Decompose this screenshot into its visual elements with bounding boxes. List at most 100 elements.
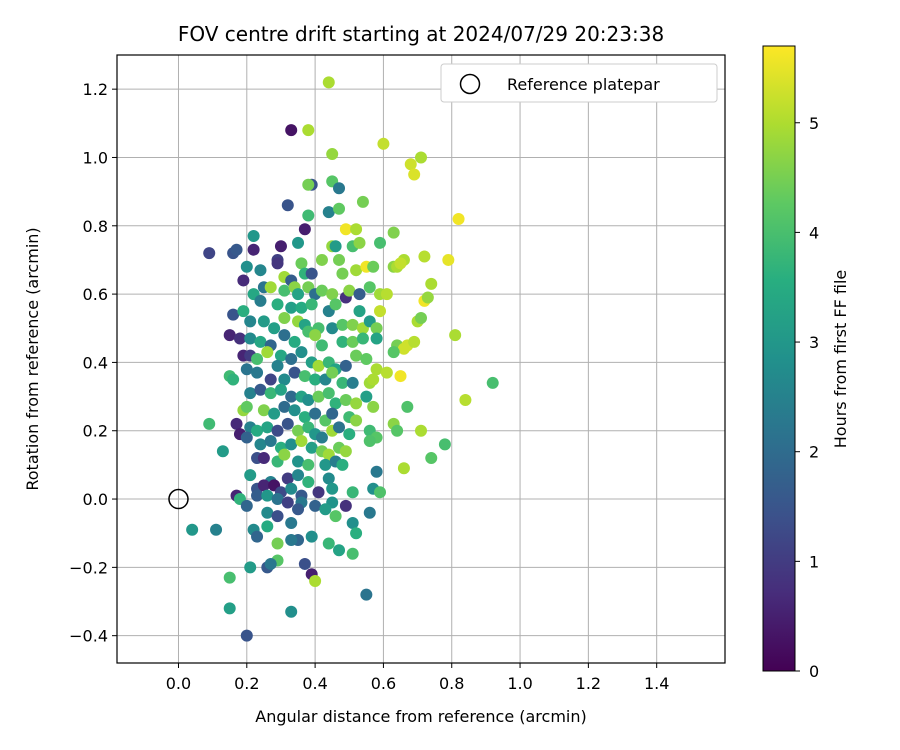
data-point xyxy=(292,503,305,516)
data-point xyxy=(415,151,427,164)
data-point xyxy=(285,124,298,137)
data-point xyxy=(486,376,499,389)
data-point xyxy=(322,206,335,219)
data-point xyxy=(380,288,393,301)
colorbar-tick-label: 3 xyxy=(809,333,819,352)
data-point xyxy=(271,510,284,523)
x-tick-label: 0.2 xyxy=(234,674,259,693)
y-tick-label: 0.6 xyxy=(83,285,108,304)
data-point xyxy=(404,158,417,171)
data-point xyxy=(394,370,407,383)
data-point xyxy=(459,393,472,406)
data-point xyxy=(360,390,373,403)
y-tick-label: 0.0 xyxy=(83,490,108,509)
data-point xyxy=(264,281,277,294)
data-point xyxy=(315,253,328,266)
data-point xyxy=(233,332,246,345)
data-point xyxy=(298,223,311,236)
data-point xyxy=(346,335,359,348)
data-point xyxy=(329,510,342,523)
y-axis-label: Rotation from reference (arcmin) xyxy=(23,227,42,490)
data-point xyxy=(339,499,352,512)
data-point xyxy=(295,434,308,447)
data-point xyxy=(329,397,342,410)
data-point xyxy=(257,404,270,417)
data-point xyxy=(264,557,277,570)
data-point xyxy=(387,226,400,239)
data-point xyxy=(223,602,236,615)
data-point xyxy=(227,308,240,321)
colorbar-tick-label: 5 xyxy=(809,114,819,133)
data-point xyxy=(244,561,257,574)
data-point xyxy=(353,236,366,249)
data-point xyxy=(292,455,305,468)
data-point xyxy=(203,417,216,430)
data-point xyxy=(322,387,335,400)
data-point xyxy=(278,400,291,413)
data-point xyxy=(374,236,387,249)
data-point xyxy=(281,199,294,212)
data-point xyxy=(333,253,346,266)
data-point xyxy=(336,318,349,331)
colorbar-tick-label: 1 xyxy=(809,552,819,571)
data-point xyxy=(333,421,346,434)
data-point xyxy=(346,486,359,499)
data-point xyxy=(326,322,339,335)
data-point xyxy=(339,359,352,372)
data-point xyxy=(261,506,274,519)
data-point xyxy=(309,499,322,512)
data-point xyxy=(271,359,284,372)
y-tick-label: 1.2 xyxy=(83,80,108,99)
data-point xyxy=(288,404,301,417)
data-point xyxy=(350,527,363,540)
data-point xyxy=(295,257,308,270)
data-point xyxy=(326,148,339,161)
colorbar: 0 1 2 3 4 5 Hours from first FF file xyxy=(762,45,850,681)
data-point xyxy=(380,366,393,379)
data-point xyxy=(292,424,305,437)
data-point xyxy=(370,322,383,335)
data-point xyxy=(278,373,291,386)
data-point xyxy=(408,335,421,348)
data-point xyxy=(370,363,383,376)
data-point xyxy=(336,458,349,471)
data-point xyxy=(285,353,298,365)
data-point xyxy=(350,349,363,362)
data-point xyxy=(374,305,387,318)
data-point xyxy=(244,469,257,482)
colorbar-tick-label: 4 xyxy=(809,223,819,242)
data-point xyxy=(452,212,465,225)
data-point xyxy=(302,458,315,471)
data-point xyxy=(315,339,328,352)
data-point xyxy=(271,298,284,311)
data-point xyxy=(244,315,257,328)
plot-frame xyxy=(116,54,726,664)
data-point xyxy=(322,472,335,485)
reference-platepar-marker xyxy=(168,488,189,510)
data-point xyxy=(438,438,451,451)
data-point xyxy=(312,486,325,499)
data-point xyxy=(285,390,298,403)
data-point xyxy=(251,489,264,502)
data-point xyxy=(356,332,369,345)
data-point xyxy=(244,387,257,400)
data-point xyxy=(353,305,366,318)
data-point xyxy=(336,376,349,389)
data-point xyxy=(319,458,332,471)
data-point xyxy=(254,294,267,307)
data-point xyxy=(254,383,267,396)
data-point xyxy=(271,537,284,550)
data-point xyxy=(261,421,274,434)
data-point xyxy=(343,284,356,297)
colorbar-ticks: 0 1 2 3 4 5 xyxy=(795,114,819,681)
data-point xyxy=(254,335,267,348)
data-point xyxy=(305,441,318,454)
legend-reference-marker xyxy=(459,73,481,95)
chart-title: FOV centre drift starting at 2024/07/29 … xyxy=(178,22,664,46)
data-point xyxy=(326,288,339,301)
y-tick-label: −0.2 xyxy=(69,558,108,577)
data-point xyxy=(415,312,427,325)
data-point xyxy=(363,281,376,294)
data-point xyxy=(397,462,410,475)
data-point xyxy=(251,530,264,543)
